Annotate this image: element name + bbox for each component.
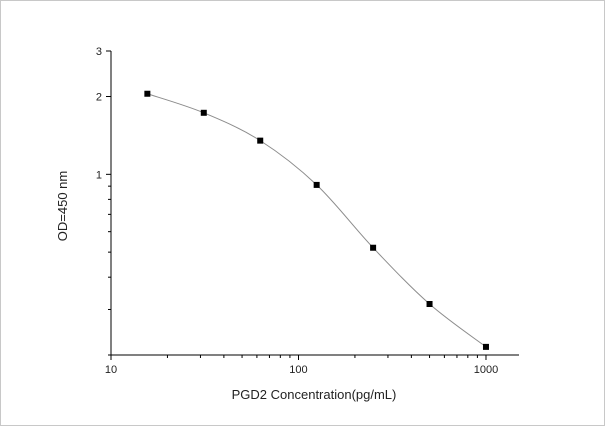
data-series [144,90,489,350]
data-point [426,301,433,308]
data-point [200,109,207,116]
x-tick-label: 100 [289,364,307,376]
data-point [257,137,264,144]
y-tick-label: 2 [96,92,102,104]
x-tick-label: 10 [105,364,117,376]
y-ticks: 1 2 3 [96,46,111,356]
y-tick-label: 1 [96,169,102,181]
x-tick-label: 1000 [474,364,498,376]
x-axis-label: PGD2 Concentration(pg/mL) [232,387,397,402]
y-tick-label: 3 [96,46,102,58]
series-line [147,93,487,348]
data-point [370,244,377,251]
data-point [313,181,320,188]
x-ticks: 10 100 1000 [105,355,498,376]
y-axis-label: OD=450 nm [55,171,70,241]
data-point [144,90,151,97]
axes [110,51,519,356]
data-point [482,343,489,350]
